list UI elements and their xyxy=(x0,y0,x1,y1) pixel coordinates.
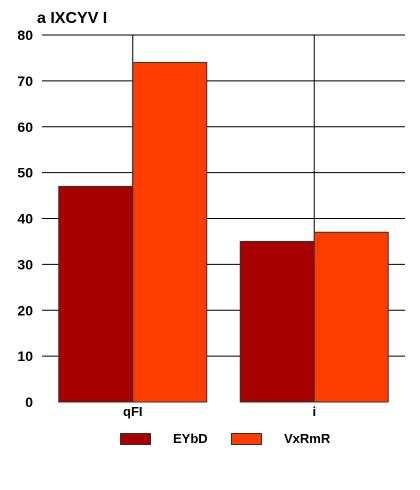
y-tick-label: 30 xyxy=(17,256,33,272)
y-tick-label: 10 xyxy=(17,348,33,364)
bar-series-1-qFI xyxy=(58,185,134,403)
y-tick-label: 0 xyxy=(25,394,33,410)
x-tick-label: qFI xyxy=(123,404,143,419)
legend-label-series-1: EYbD xyxy=(173,431,208,446)
legend-swatch-series-1 xyxy=(120,432,151,445)
legend-swatch-series-2 xyxy=(231,432,262,445)
x-tick-label: i xyxy=(312,404,316,419)
y-tick-label: 70 xyxy=(17,73,33,89)
chart-title: a IXCYV I xyxy=(37,10,108,27)
y-tick-label: 20 xyxy=(17,302,33,318)
bar-series-2-i xyxy=(313,231,389,403)
bar-series-1-i xyxy=(239,240,315,403)
bar-series-2-qFI xyxy=(132,62,208,403)
legend-item-series-2: VxRmR xyxy=(231,431,330,446)
y-tick-label: 40 xyxy=(17,211,33,227)
y-tick-label: 50 xyxy=(17,165,33,181)
legend: EYbD VxRmR xyxy=(0,431,420,451)
legend-label-series-2: VxRmR xyxy=(284,431,331,446)
y-tick-label: 80 xyxy=(17,27,33,43)
legend-item-series-1: EYbD xyxy=(120,431,208,446)
y-tick-label: 60 xyxy=(17,119,33,135)
